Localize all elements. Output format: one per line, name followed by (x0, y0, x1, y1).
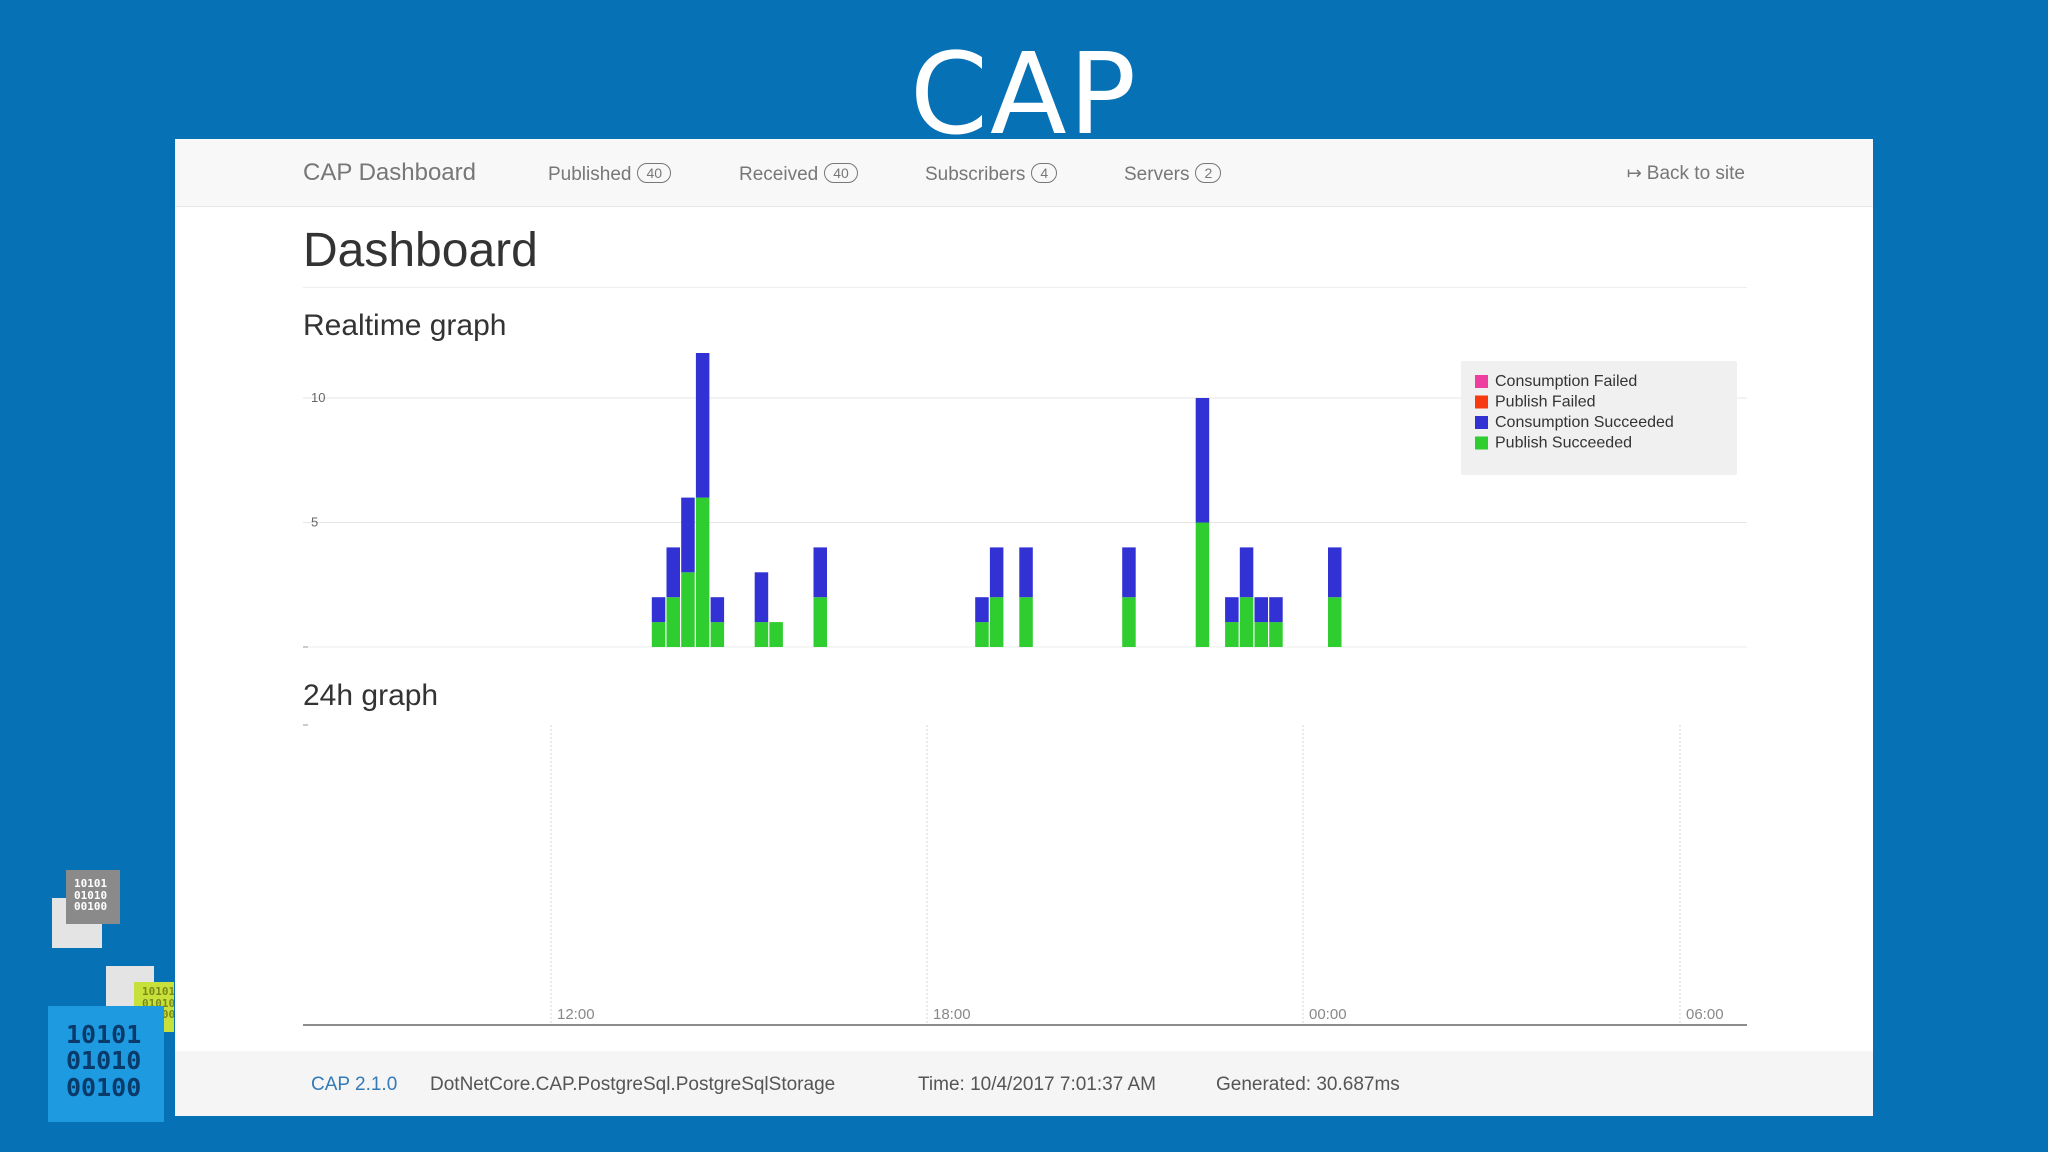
day-x-tick-label-1: 18:00 (933, 1006, 971, 1023)
bar-consumption-succeeded-12 (1195, 398, 1210, 523)
bar-consumption-succeeded-2 (681, 497, 695, 573)
day-x-tick-label-3: 06:00 (1686, 1006, 1724, 1023)
back-to-site-link[interactable]: ↦ Back to site (1627, 163, 1745, 185)
realtime-graph-title: Realtime graph (303, 309, 507, 342)
bar-publish-succeeded-9 (989, 597, 1004, 647)
nav-published[interactable]: Published 40 (548, 163, 672, 186)
nav-received[interactable]: Received 40 (739, 163, 858, 186)
day-x-tick-label-2: 00:00 (1309, 1006, 1347, 1023)
bar-consumption-succeeded-15 (1254, 597, 1268, 623)
binary-decoration: 10101 01010 00100 10101 01010 00100 1010… (0, 860, 240, 1152)
dashboard-window: CAP Dashboard Published 40 Received 40 Sub… (175, 139, 1873, 1116)
bar-consumption-succeeded-10 (1019, 547, 1033, 598)
bar-publish-succeeded-0 (651, 622, 666, 647)
nav-published-label: Published (548, 164, 632, 185)
bar-consumption-succeeded-0 (651, 597, 666, 623)
legend-label-0: Consumption Failed (1495, 373, 1637, 390)
bar-publish-succeeded-7 (813, 597, 827, 647)
brand-link[interactable]: CAP Dashboard (303, 159, 476, 186)
nav-published-badge: 40 (637, 163, 672, 183)
slide-title: CAP (909, 30, 1139, 160)
bar-publish-succeeded-13 (1225, 622, 1239, 647)
legend-swatch-0 (1475, 375, 1488, 388)
nav-servers-label: Servers (1124, 164, 1190, 185)
bar-publish-succeeded-15 (1254, 622, 1268, 647)
legend-background (1461, 361, 1737, 475)
footer: CAP 2.1.0 DotNetCore.CAP.PostgreSql.Post… (175, 1051, 1873, 1116)
footer-storage: DotNetCore.CAP.PostgreSql.PostgreSqlStor… (430, 1074, 836, 1095)
y-tick-label-10: 10 (311, 390, 325, 405)
bar-consumption-succeeded-17 (1328, 547, 1342, 598)
legend-swatch-1 (1475, 395, 1488, 409)
bar-publish-succeeded-5 (754, 622, 769, 647)
deco-binary-small: 10101 01010 00100 (74, 877, 108, 914)
legend-swatch-2 (1475, 416, 1488, 429)
nav-subscribers-label: Subscribers (925, 164, 1026, 185)
bar-publish-succeeded-4 (710, 622, 725, 647)
day-graph: 12:00 18:00 00:00 06:00 (303, 724, 1747, 1026)
legend-swatch-3 (1475, 436, 1488, 450)
bar-publish-succeeded-11 (1122, 597, 1136, 647)
title-divider (303, 287, 1747, 288)
footer-generated: Generated: 30.687ms (1216, 1074, 1400, 1095)
deco-square-gray (66, 870, 120, 924)
legend-label-2: Consumption Succeeded (1495, 414, 1674, 431)
bar-consumption-succeeded-9 (989, 547, 1004, 598)
bar-consumption-succeeded-5 (754, 572, 769, 623)
page-title: Dashboard (303, 224, 538, 277)
bar-publish-succeeded-10 (1019, 597, 1033, 647)
bar-consumption-succeeded-14 (1239, 547, 1254, 598)
bar-publish-succeeded-1 (666, 597, 680, 647)
y-tick-label-5: 5 (311, 515, 318, 530)
footer-version-link[interactable]: CAP 2.1.0 (311, 1074, 398, 1095)
bar-publish-succeeded-6 (769, 622, 783, 647)
bar-consumption-succeeded-7 (813, 547, 827, 598)
bar-consumption-succeeded-4 (710, 597, 725, 623)
bar-publish-succeeded-8 (975, 622, 989, 647)
nav-subscribers-badge: 4 (1031, 163, 1058, 183)
bar-publish-succeeded-12 (1195, 522, 1210, 647)
bar-consumption-succeeded-1 (666, 547, 680, 598)
day-graph-title: 24h graph (303, 679, 439, 712)
realtime-legend: Consumption Failed Publish Failed Consumpt… (1461, 361, 1737, 475)
bar-publish-succeeded-3 (695, 497, 710, 647)
back-to-site-label: Back to site (1646, 163, 1745, 184)
bar-consumption-succeeded-8 (975, 597, 989, 623)
bar-consumption-succeeded-13 (1225, 597, 1239, 623)
day-x-tick-label-0: 12:00 (557, 1006, 595, 1023)
footer-time: Time: 10/4/2017 7:01:37 AM (918, 1074, 1157, 1095)
bar-publish-succeeded-16 (1269, 622, 1283, 647)
bar-publish-succeeded-14 (1239, 597, 1254, 647)
bar-consumption-succeeded-16 (1269, 597, 1283, 623)
nav-subscribers[interactable]: Subscribers 4 (925, 163, 1058, 186)
deco-square-blue: 10101 01010 00100 (48, 1006, 164, 1122)
nav-received-badge: 40 (824, 163, 858, 183)
bar-consumption-succeeded-3 (695, 353, 710, 498)
bar-publish-succeeded-2 (681, 572, 695, 647)
sign-out-icon: ↦ (1626, 163, 1642, 183)
legend-label-3: Publish Succeeded (1495, 435, 1632, 452)
bar-publish-succeeded-17 (1328, 597, 1342, 647)
bar-consumption-succeeded-11 (1122, 547, 1136, 598)
legend-label-1: Publish Failed (1495, 394, 1596, 411)
nav-received-label: Received (739, 164, 819, 185)
nav-servers[interactable]: Servers 2 (1124, 163, 1222, 186)
nav-servers-badge: 2 (1195, 163, 1222, 183)
navbar: CAP Dashboard Published 40 Received 40 Sub… (175, 139, 1873, 207)
